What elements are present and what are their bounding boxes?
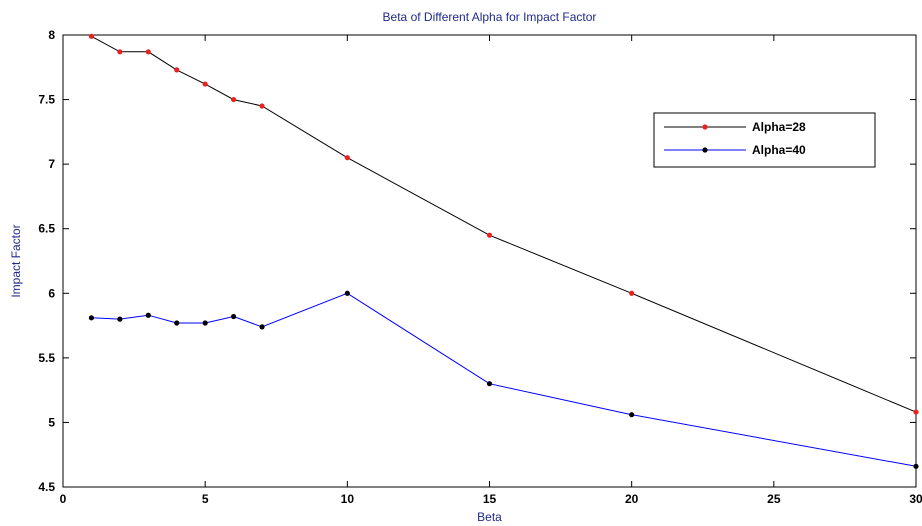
x-tick-label: 5	[202, 492, 209, 506]
x-tick-label: 20	[625, 492, 639, 506]
data-point	[202, 320, 208, 326]
data-point	[231, 313, 237, 320]
x-tick-label: 30	[909, 492, 922, 506]
data-point	[629, 290, 635, 296]
y-tick-label: 6.5	[38, 222, 55, 236]
x-tick-label: 15	[483, 492, 497, 506]
data-point	[88, 315, 95, 321]
data-point	[259, 103, 265, 109]
data-point	[231, 96, 237, 103]
legend-items: Alpha=28 Alpha=40	[664, 120, 806, 157]
series-group	[88, 33, 919, 469]
y-tick-label: 8	[48, 28, 55, 42]
data-point	[344, 290, 350, 296]
legend: Alpha=28 Alpha=40	[653, 112, 876, 168]
data-point	[486, 232, 493, 238]
data-point	[88, 33, 95, 39]
series-2	[88, 290, 919, 469]
legend-label: Alpha=40	[752, 143, 806, 157]
series-line	[91, 35, 917, 413]
y-axis-label: Impact Factor	[9, 224, 23, 297]
data-point	[259, 324, 265, 330]
data-point	[145, 49, 151, 55]
axis-ticks: 0 5 10 15 20 25 30 4.5 5 5.5 6 6.5 7 7.5 8	[38, 28, 922, 506]
y-tick-label: 5.5	[38, 351, 55, 365]
legend-label: Alpha=28	[752, 120, 806, 134]
data-point	[202, 81, 208, 87]
x-tick-label: 10	[341, 492, 355, 506]
series-line	[91, 292, 917, 467]
x-axis-label: Beta	[477, 510, 502, 524]
data-point	[117, 49, 123, 55]
chart-title: Beta of Different Alpha for Impact Facto…	[383, 10, 597, 24]
data-point	[913, 409, 919, 415]
plot-frame	[62, 34, 917, 488]
y-tick-label: 4.5	[38, 480, 55, 494]
y-tick-label: 7.5	[38, 93, 55, 107]
data-point	[174, 67, 180, 73]
data-point	[174, 320, 180, 326]
legend-item: Alpha=28	[664, 120, 806, 134]
data-point	[913, 463, 919, 469]
legend-box	[653, 112, 876, 168]
y-tick-label: 7	[48, 157, 55, 171]
x-tick-label: 25	[767, 492, 781, 506]
legend-item: Alpha=40	[664, 143, 806, 157]
x-tick-label: 0	[60, 492, 67, 506]
legend-marker	[702, 124, 708, 130]
data-point	[145, 312, 151, 318]
data-point	[629, 412, 635, 418]
data-point	[486, 381, 493, 387]
data-point	[344, 155, 350, 161]
y-tick-label: 5	[48, 415, 55, 429]
y-tick-label: 6	[48, 286, 55, 300]
series-1	[88, 33, 919, 415]
data-point	[117, 316, 123, 322]
legend-marker	[702, 147, 708, 153]
